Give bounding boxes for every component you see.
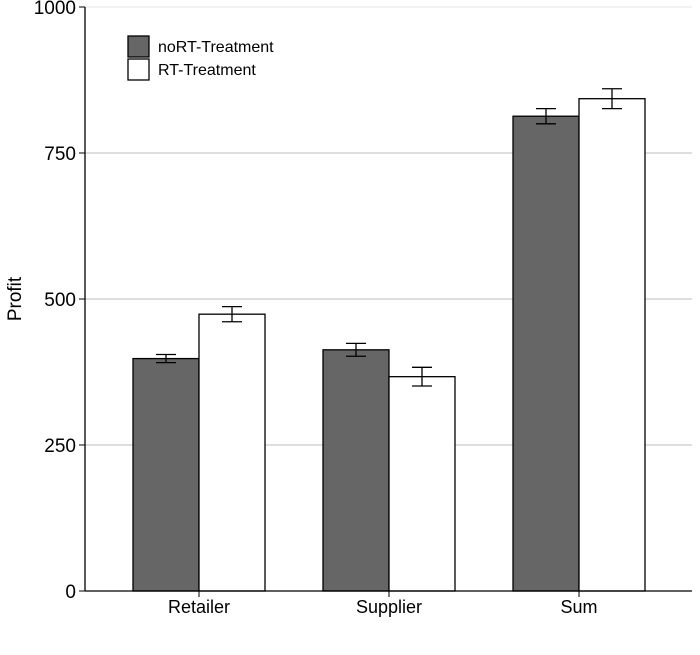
- y-tick-label: 0: [65, 582, 76, 603]
- legend-label: noRT-Treatment: [158, 39, 274, 56]
- x-tick-label: Sum: [560, 597, 597, 617]
- bar: [388, 376, 456, 592]
- x-ticks: Retailer Supplier Sum: [168, 591, 598, 617]
- legend-swatch: [127, 58, 150, 81]
- bar: [578, 98, 646, 592]
- legend-swatch: [127, 35, 150, 58]
- legend-label: RT-Treatment: [158, 62, 256, 79]
- legend: noRT-Treatment RT-Treatment: [127, 35, 274, 81]
- bar: [322, 349, 390, 592]
- y-tick-label: 750: [44, 144, 76, 165]
- y-tick-label: 1000: [34, 0, 76, 19]
- bar: [512, 115, 580, 592]
- bars: [132, 98, 646, 592]
- y-tick-label: 250: [44, 436, 76, 457]
- x-tick-label: Supplier: [356, 597, 422, 617]
- y-tick-label: 500: [44, 290, 76, 311]
- y-axis-label: Profit: [5, 276, 26, 321]
- y-ticks: 0 250 500 750 1000: [34, 0, 85, 603]
- bar: [132, 357, 200, 592]
- bar: [198, 313, 266, 592]
- error-bars: [156, 88, 622, 387]
- x-tick-label: Retailer: [168, 597, 230, 617]
